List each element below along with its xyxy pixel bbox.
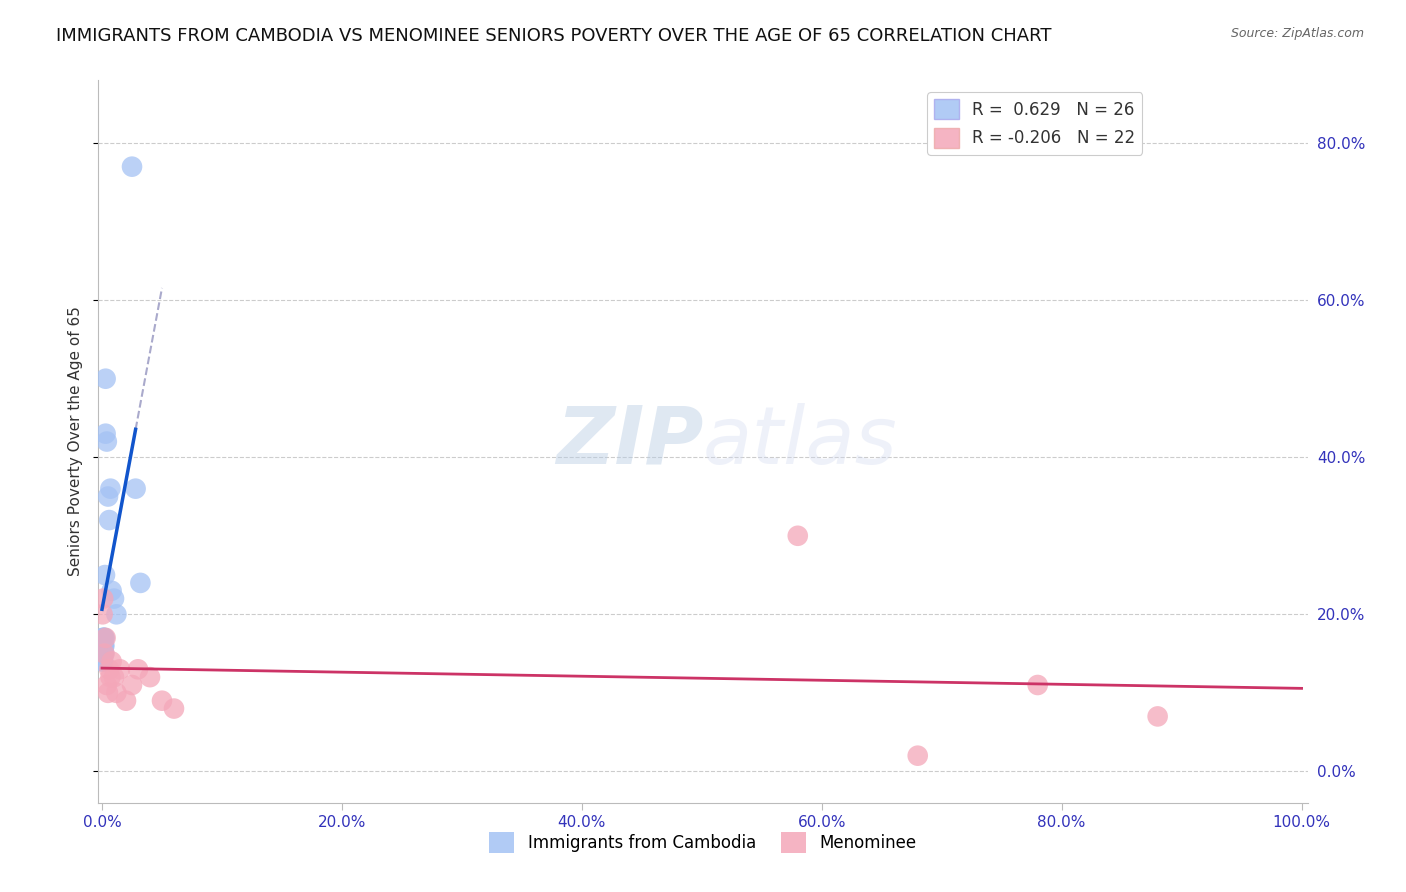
Point	[93, 639, 115, 653]
Point	[121, 678, 143, 692]
Point	[94, 631, 117, 645]
Point	[105, 686, 128, 700]
Point	[97, 686, 120, 700]
Point	[94, 372, 117, 386]
Point	[1146, 709, 1168, 723]
Text: Source: ZipAtlas.com: Source: ZipAtlas.com	[1230, 27, 1364, 40]
Point	[96, 434, 118, 449]
Y-axis label: Seniors Poverty Over the Age of 65: Seniors Poverty Over the Age of 65	[67, 307, 83, 576]
Point	[121, 160, 143, 174]
Point	[94, 426, 117, 441]
Point	[163, 701, 186, 715]
Point	[93, 647, 115, 661]
Point	[93, 639, 115, 653]
Point	[93, 631, 115, 645]
Point	[105, 607, 128, 622]
Point	[91, 607, 114, 622]
Point	[91, 631, 114, 645]
Point	[98, 662, 121, 676]
Point	[103, 670, 125, 684]
Point	[786, 529, 808, 543]
Point	[91, 655, 114, 669]
Point	[93, 631, 115, 645]
Point	[100, 670, 122, 684]
Point	[129, 575, 152, 590]
Point	[115, 694, 138, 708]
Point	[100, 583, 122, 598]
Point	[100, 655, 122, 669]
Point	[108, 662, 131, 676]
Legend: Immigrants from Cambodia, Menominee: Immigrants from Cambodia, Menominee	[482, 826, 924, 860]
Point	[93, 647, 115, 661]
Text: ZIP: ZIP	[555, 402, 703, 481]
Point	[93, 647, 115, 661]
Point	[124, 482, 146, 496]
Point	[93, 631, 115, 645]
Point	[98, 513, 121, 527]
Point	[97, 490, 120, 504]
Point	[103, 591, 125, 606]
Text: IMMIGRANTS FROM CAMBODIA VS MENOMINEE SENIORS POVERTY OVER THE AGE OF 65 CORRELA: IMMIGRANTS FROM CAMBODIA VS MENOMINEE SE…	[56, 27, 1052, 45]
Point	[1026, 678, 1049, 692]
Point	[907, 748, 929, 763]
Point	[94, 568, 117, 582]
Point	[100, 482, 122, 496]
Point	[91, 655, 114, 669]
Point	[91, 647, 114, 661]
Point	[91, 639, 114, 653]
Point	[91, 591, 114, 606]
Point	[96, 678, 118, 692]
Point	[150, 694, 173, 708]
Point	[139, 670, 162, 684]
Text: atlas: atlas	[703, 402, 898, 481]
Point	[127, 662, 149, 676]
Point	[93, 639, 115, 653]
